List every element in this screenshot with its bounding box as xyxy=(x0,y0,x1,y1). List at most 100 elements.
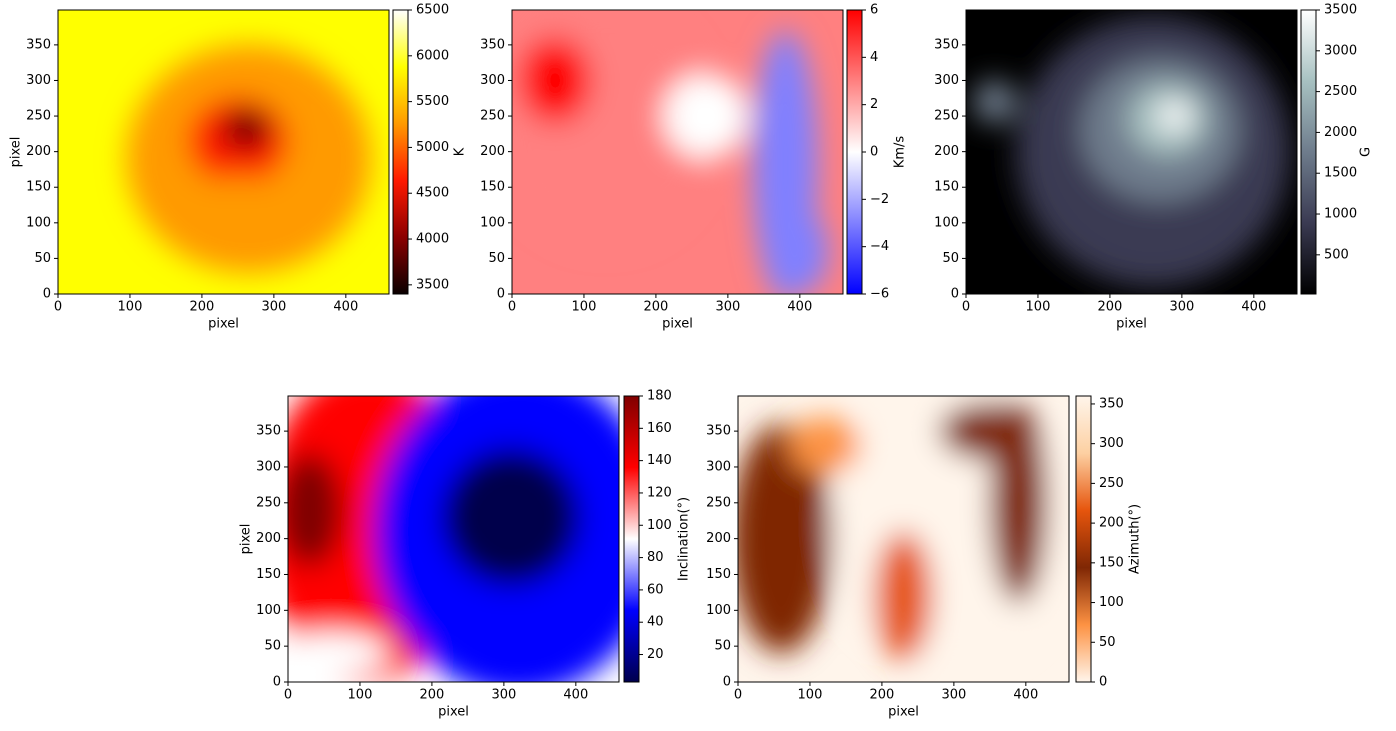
y-tick-label: 300 xyxy=(934,73,959,88)
colorbar xyxy=(624,396,639,682)
colorbar-tick-label: 1000 xyxy=(1324,207,1357,222)
colorbar-tick-label: −4 xyxy=(870,239,889,254)
image-region xyxy=(663,73,749,158)
colorbar-tick-label: 50 xyxy=(1099,635,1116,650)
y-tick-label: 350 xyxy=(934,37,959,52)
x-tick-label: 300 xyxy=(491,688,516,703)
colorbar xyxy=(1076,396,1091,682)
x-tick-label: 200 xyxy=(643,300,668,315)
colorbar-tick-label: 60 xyxy=(647,582,664,597)
y-tick-label: 250 xyxy=(934,109,959,124)
x-tick-label: 400 xyxy=(1241,300,1266,315)
colorbar-tick-label: 2000 xyxy=(1324,125,1357,140)
image-region xyxy=(519,38,591,123)
y-tick-label: 150 xyxy=(256,567,281,582)
colorbar-tick-label: 6500 xyxy=(416,3,449,18)
heatmap-image xyxy=(58,10,389,294)
colorbar-tick-label: 5500 xyxy=(416,94,449,109)
x-tick-label: 100 xyxy=(118,300,143,315)
colorbar-tick-label: 300 xyxy=(1099,436,1124,451)
colorbar-tick-label: 4500 xyxy=(416,186,449,201)
y-tick-label: 0 xyxy=(497,287,505,302)
y-tick-label: 300 xyxy=(706,459,731,474)
y-tick-label: 250 xyxy=(706,495,731,510)
image-region xyxy=(209,177,267,197)
x-axis-label: pixel xyxy=(1116,317,1147,332)
image-texture xyxy=(259,367,662,697)
colorbar-tick-label: 2 xyxy=(870,97,878,112)
x-tick-label: 300 xyxy=(715,300,740,315)
y-tick-label: 250 xyxy=(256,495,281,510)
y-tick-label: 0 xyxy=(723,675,731,690)
image-region xyxy=(274,632,389,675)
y-tick-label: 0 xyxy=(43,287,51,302)
colorbar-tick-label: 0 xyxy=(870,145,878,160)
y-axis-label: pixel xyxy=(9,137,24,168)
image-region xyxy=(771,209,829,294)
colorbar-tick-label: 160 xyxy=(647,421,672,436)
y-tick-label: 100 xyxy=(934,215,959,230)
colorbar-tick-label: 2500 xyxy=(1324,84,1357,99)
x-tick-label: 0 xyxy=(54,300,62,315)
x-tick-label: 100 xyxy=(572,300,597,315)
y-axis-label: pixel xyxy=(239,524,254,555)
colorbar-tick-label: 100 xyxy=(1099,595,1124,610)
heatmap-image xyxy=(498,2,843,301)
y-tick-label: 0 xyxy=(273,675,281,690)
x-tick-label: 300 xyxy=(261,300,286,315)
colorbar-tick-label: 5000 xyxy=(416,140,449,155)
colorbar-tick-label: 180 xyxy=(647,389,672,404)
colorbar-tick-label: 1500 xyxy=(1324,166,1357,181)
colorbar-tick-label: 140 xyxy=(647,453,672,468)
colorbar-label: G xyxy=(1359,147,1374,157)
heatmap-image xyxy=(966,10,1297,294)
image-region xyxy=(443,449,580,585)
y-tick-label: 350 xyxy=(26,37,51,52)
y-tick-label: 150 xyxy=(934,180,959,195)
y-tick-label: 50 xyxy=(488,251,505,266)
colorbar-tick-label: 6 xyxy=(870,3,878,18)
colorbar-tick-label: 150 xyxy=(1099,555,1124,570)
x-axis-label: pixel xyxy=(888,705,919,720)
x-tick-label: 0 xyxy=(734,688,742,703)
y-tick-label: 300 xyxy=(256,459,281,474)
colorbar-tick-label: 4000 xyxy=(416,232,449,247)
x-tick-label: 200 xyxy=(189,300,214,315)
colorbar-tick-label: 6000 xyxy=(416,48,449,63)
heatmap-image xyxy=(731,381,1076,682)
y-tick-label: 200 xyxy=(480,144,505,159)
image-region xyxy=(277,453,342,568)
colorbar xyxy=(1301,10,1316,294)
y-tick-label: 100 xyxy=(706,603,731,618)
colorbar-tick-label: 100 xyxy=(647,518,672,533)
x-tick-label: 100 xyxy=(798,688,823,703)
y-tick-label: 50 xyxy=(34,251,51,266)
colorbar-label: Azimuth(°) xyxy=(1128,504,1143,574)
colorbar-label: K xyxy=(453,147,468,156)
y-tick-label: 250 xyxy=(480,109,505,124)
y-tick-label: 100 xyxy=(256,603,281,618)
y-tick-label: 200 xyxy=(706,531,731,546)
colorbar-tick-label: 350 xyxy=(1099,396,1124,411)
x-tick-label: 400 xyxy=(787,300,812,315)
y-tick-label: 350 xyxy=(256,424,281,439)
colorbar-tick-label: −6 xyxy=(870,287,889,302)
colorbar-tick-label: 20 xyxy=(647,647,664,662)
y-tick-label: 150 xyxy=(480,180,505,195)
x-tick-label: 0 xyxy=(962,300,970,315)
x-tick-label: 0 xyxy=(284,688,292,703)
y-tick-label: 300 xyxy=(480,73,505,88)
image-region xyxy=(939,402,1040,459)
heatmap-image xyxy=(259,367,662,697)
y-tick-label: 200 xyxy=(256,531,281,546)
colorbar-tick-label: 80 xyxy=(647,550,664,565)
x-tick-label: 400 xyxy=(563,688,588,703)
y-tick-label: 100 xyxy=(480,215,505,230)
colorbar-label: Km/s xyxy=(893,136,908,169)
y-tick-label: 200 xyxy=(26,144,51,159)
y-tick-label: 50 xyxy=(942,251,959,266)
colorbar-tick-label: 500 xyxy=(1324,247,1349,262)
x-tick-label: 0 xyxy=(508,300,516,315)
colorbar-tick-label: 40 xyxy=(647,615,664,630)
colorbar xyxy=(393,10,408,294)
